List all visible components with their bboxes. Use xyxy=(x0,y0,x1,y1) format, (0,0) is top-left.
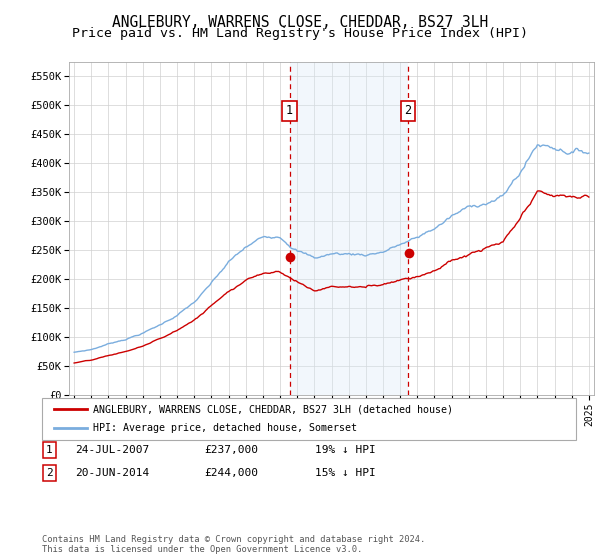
Bar xyxy=(290,62,408,395)
Text: £244,000: £244,000 xyxy=(204,468,258,478)
Text: 24-JUL-2007: 24-JUL-2007 xyxy=(75,445,149,455)
Text: HPI: Average price, detached house, Somerset: HPI: Average price, detached house, Some… xyxy=(93,423,357,433)
Text: Contains HM Land Registry data © Crown copyright and database right 2024.
This d: Contains HM Land Registry data © Crown c… xyxy=(42,535,425,554)
Text: 1: 1 xyxy=(286,104,293,118)
Text: 1: 1 xyxy=(46,445,53,455)
Text: 20-JUN-2014: 20-JUN-2014 xyxy=(75,468,149,478)
Text: 15% ↓ HPI: 15% ↓ HPI xyxy=(315,468,376,478)
Text: Price paid vs. HM Land Registry's House Price Index (HPI): Price paid vs. HM Land Registry's House … xyxy=(72,27,528,40)
Text: ANGLEBURY, WARRENS CLOSE, CHEDDAR, BS27 3LH: ANGLEBURY, WARRENS CLOSE, CHEDDAR, BS27 … xyxy=(112,15,488,30)
Text: ANGLEBURY, WARRENS CLOSE, CHEDDAR, BS27 3LH (detached house): ANGLEBURY, WARRENS CLOSE, CHEDDAR, BS27 … xyxy=(93,404,453,414)
Text: 2: 2 xyxy=(46,468,53,478)
Text: 2: 2 xyxy=(404,104,412,118)
Text: £237,000: £237,000 xyxy=(204,445,258,455)
Text: 19% ↓ HPI: 19% ↓ HPI xyxy=(315,445,376,455)
